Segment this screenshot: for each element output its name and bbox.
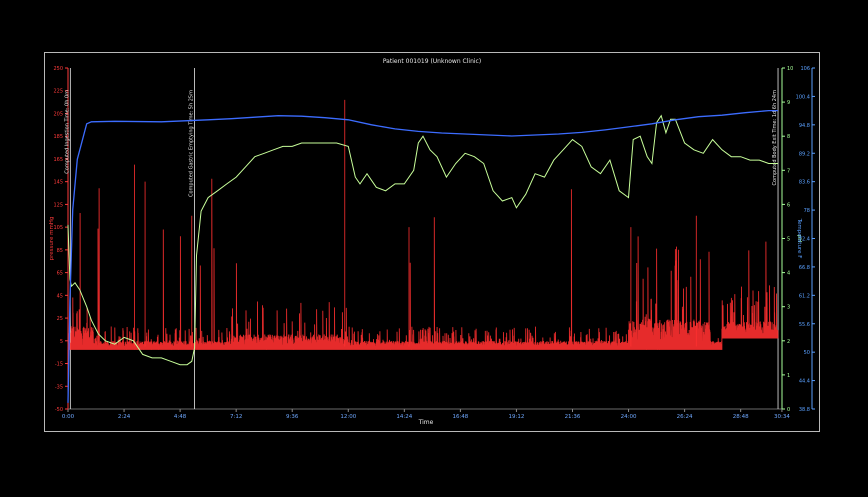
ph-tick-label: 3 xyxy=(787,305,790,311)
pressure-series-line xyxy=(67,178,779,350)
temperature-tick-label: 83.6 xyxy=(799,180,810,186)
x-tick-label: 19:12 xyxy=(509,414,525,420)
ph-tick-label: 2 xyxy=(787,339,790,345)
annotation-label: Computed Gastric Emptying Time: 5h 25m xyxy=(189,90,195,197)
plot-layer: 0:00 2:24 4:48 7:12 9:36 12:00 14:24 16:48 19:12… xyxy=(49,66,815,420)
x-tick-label: 28:48 xyxy=(733,414,749,420)
left-axis-label: pressure mmHg xyxy=(49,217,55,261)
left-tick-label: 145 xyxy=(53,180,63,186)
x-tick-label: 30:34 xyxy=(774,414,790,420)
temperature-tick-label: 72.4 xyxy=(799,237,810,243)
ph-tick-label: 5 xyxy=(787,237,790,243)
temperature-series-line xyxy=(67,109,778,403)
ph-series-line xyxy=(67,114,778,366)
x-tick-label: 2:24 xyxy=(118,414,131,420)
left-tick-label: 25 xyxy=(57,316,63,322)
x-tick-label: 9:36 xyxy=(286,414,299,420)
ph-tick-label: 7 xyxy=(787,168,790,174)
x-tick-label: 7:12 xyxy=(230,414,242,420)
x-tick-label: 16:48 xyxy=(452,414,468,420)
left-tick-label: 165 xyxy=(53,157,63,163)
ph-tick-label: 0 xyxy=(787,407,790,413)
temperature-tick-label: 89.2 xyxy=(799,151,810,157)
ph-tick-label: 4 xyxy=(787,271,790,277)
chart-panel: Patient 001019 (Unknown Clinic) Time 0:0… xyxy=(44,52,820,432)
ph-tick-label: 9 xyxy=(787,100,790,106)
x-axis-label: Time xyxy=(418,419,434,426)
ph-tick-label: 10 xyxy=(787,66,793,72)
left-tick-label: -35 xyxy=(55,384,63,390)
ph-axis-label: pH xyxy=(796,235,802,243)
left-tick-label: 185 xyxy=(53,134,63,140)
x-tick-label: 0:00 xyxy=(62,414,75,420)
left-tick-label: 225 xyxy=(53,89,63,95)
temperature-tick-label: 78 xyxy=(804,208,810,214)
temperature-tick-label: 38.8 xyxy=(799,407,810,413)
x-tick-label: 14:24 xyxy=(396,414,412,420)
temperature-tick-label: 106 xyxy=(800,66,810,72)
left-tick-label: 250 xyxy=(53,66,63,72)
x-tick-label: 4:48 xyxy=(174,414,187,420)
ph-tick-label: 8 xyxy=(787,134,790,140)
temperature-tick-label: 55.6 xyxy=(799,322,810,328)
temperature-tick-label: 94.8 xyxy=(799,123,810,129)
ph-tick-label: 1 xyxy=(787,373,790,379)
x-tick-label: 26:24 xyxy=(677,414,693,420)
left-tick-label: 205 xyxy=(53,111,63,117)
temperature-tick-label: 66.8 xyxy=(799,265,810,271)
annotation-label: Computed Body Exit Time: 1d 6h 24m xyxy=(772,90,778,186)
left-tick-label: 105 xyxy=(53,225,63,231)
chart-svg: Patient 001019 (Unknown Clinic) Time 0:0… xyxy=(49,58,815,426)
x-tick-label: 12:00 xyxy=(340,414,356,420)
x-tick-label: 24:00 xyxy=(621,414,637,420)
temperature-tick-label: 61.2 xyxy=(799,293,810,299)
temperature-tick-label: 100.4 xyxy=(796,94,810,100)
temperature-tick-label: 50 xyxy=(804,350,810,356)
left-tick-label: -50 xyxy=(55,407,63,413)
left-tick-label: 65 xyxy=(57,271,63,277)
left-tick-label: 85 xyxy=(57,248,63,254)
temperature-axis-label: Temperature F xyxy=(796,218,802,259)
ph-tick-label: 6 xyxy=(787,202,790,208)
annotation-label: Computed Ingestion Time: 0h 0m xyxy=(64,90,70,174)
x-tick-label: 21:36 xyxy=(565,414,581,420)
chart-title: Patient 001019 (Unknown Clinic) xyxy=(383,58,481,65)
left-tick-label: 45 xyxy=(57,293,63,299)
temperature-tick-label: 44.4 xyxy=(799,379,810,385)
left-tick-label: 125 xyxy=(53,202,63,208)
left-tick-label: 5 xyxy=(60,339,63,345)
left-tick-label: -15 xyxy=(55,362,63,368)
